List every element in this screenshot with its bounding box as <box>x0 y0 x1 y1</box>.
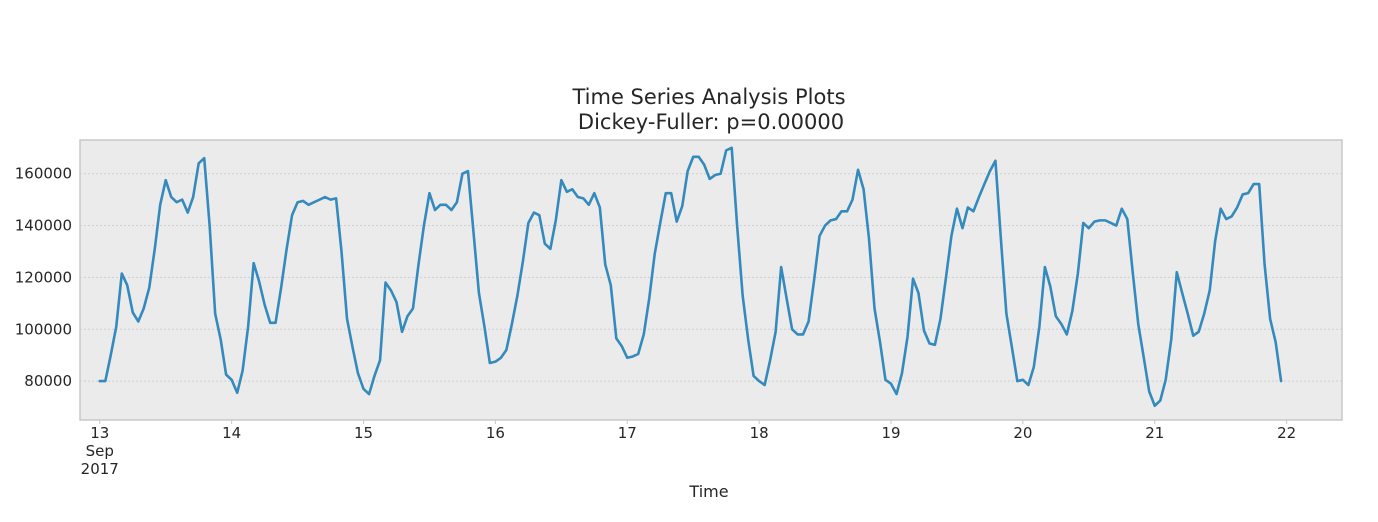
x-axis-label: Time <box>688 482 728 501</box>
y-tick-labels: 80000 100000 120000 140000 160000 <box>15 165 72 390</box>
x-tick-label: 16 <box>486 424 505 442</box>
y-tick-label: 120000 <box>15 268 72 286</box>
x-tick-label: 20 <box>1013 424 1032 442</box>
x-tick-label: Sep <box>86 442 114 460</box>
series-line <box>98 146 1283 408</box>
x-tick-label: 22 <box>1277 424 1296 442</box>
x-tick-label: 15 <box>354 424 373 442</box>
y-tick-label: 140000 <box>15 217 72 235</box>
y-tick-label: 80000 <box>24 372 72 390</box>
x-tick-label: 2017 <box>81 460 119 478</box>
y-tick-label: 160000 <box>15 165 72 183</box>
x-tick-label: 17 <box>618 424 637 442</box>
x-tick-label: 18 <box>750 424 769 442</box>
x-tick-label: 21 <box>1145 424 1164 442</box>
plot-area <box>79 139 1343 421</box>
x-tick-label: 13 <box>90 424 109 442</box>
chart-title: Time Series Analysis Plots <box>571 85 845 109</box>
x-tick-label: 14 <box>222 424 241 442</box>
y-tick-label: 100000 <box>15 320 72 338</box>
x-tick-label: 19 <box>881 424 900 442</box>
series-layer <box>98 146 1283 408</box>
chart-subtitle: Dickey-Fuller: p=0.00000 <box>578 110 844 134</box>
